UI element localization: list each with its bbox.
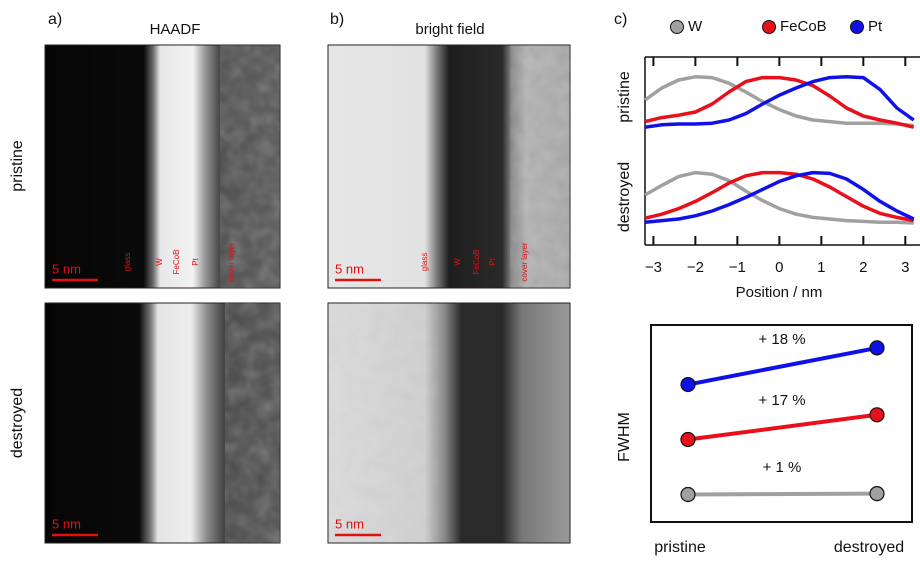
legend-marker <box>762 20 776 34</box>
x-tick-label: −2 <box>687 259 704 276</box>
x-tick-label: 3 <box>901 259 909 276</box>
x-category-label: pristine <box>654 539 706 556</box>
scale-bar-label: 5 nm <box>335 261 364 276</box>
layer-label: Pt <box>488 257 497 265</box>
texture <box>220 45 280 288</box>
annotation: + 18 % <box>758 331 805 348</box>
x-axis-label: Position / nm <box>736 284 823 301</box>
layer-label: FeCoB <box>472 250 481 275</box>
row-label: destroyed <box>9 388 26 458</box>
layer-label: cover layer <box>520 242 529 281</box>
images <box>44 44 571 544</box>
layer-label: Pt <box>191 257 200 265</box>
x-tick-label: 0 <box>775 259 783 276</box>
legend-label: FeCoB <box>780 18 827 35</box>
slope-point <box>869 485 885 502</box>
legend-marker <box>670 20 684 34</box>
annotation: + 17 % <box>758 392 805 409</box>
texture <box>225 303 280 543</box>
layer-label: W <box>155 258 164 266</box>
scale-bar-label: 5 nm <box>52 516 81 531</box>
panel-label: c) <box>614 11 627 28</box>
profile-line <box>644 170 915 224</box>
slope-point <box>680 431 696 448</box>
legend-marker <box>850 20 864 34</box>
x-tick-label: −3 <box>645 259 662 276</box>
legend-label: Pt <box>868 18 883 35</box>
image-title: bright field <box>415 21 484 38</box>
slope-point <box>869 407 885 423</box>
panel-y-label: destroyed <box>616 162 633 232</box>
plot-frame <box>650 324 913 523</box>
profile-line <box>643 75 914 128</box>
legend-label: W <box>688 18 703 35</box>
texture <box>328 303 438 543</box>
layer-label: glass <box>123 253 132 272</box>
texture <box>510 45 570 288</box>
panel-label: b) <box>330 11 344 28</box>
image-title: HAADF <box>150 21 201 38</box>
slope-point <box>680 376 696 393</box>
annotation: + 1 % <box>763 459 802 476</box>
y-axis-label: FWHM <box>616 412 633 462</box>
layer-label: glass <box>420 253 429 272</box>
profile-line <box>644 170 915 223</box>
scale-bar-label: 5 nm <box>52 261 81 276</box>
x-tick-label: 2 <box>859 259 867 276</box>
x-tick-label: 1 <box>817 259 825 276</box>
slope-line <box>687 345 878 387</box>
slope-point <box>680 486 696 503</box>
layer-label: cover layer <box>227 242 236 281</box>
scale-bar-label: 5 nm <box>335 516 364 531</box>
row-label: pristine <box>9 140 26 192</box>
slope-line <box>687 412 878 442</box>
layer-label: FeCoB <box>172 250 181 275</box>
panel-label: a) <box>48 11 62 28</box>
profile-line <box>644 170 914 225</box>
slope-line <box>687 491 878 497</box>
x-category-label: destroyed <box>834 539 904 556</box>
slope-point <box>869 340 885 356</box>
panel-y-label: pristine <box>616 71 633 123</box>
layer-label: W <box>453 258 462 266</box>
profile-line <box>644 75 915 129</box>
x-tick-label: −1 <box>729 259 746 276</box>
profile-line <box>644 75 915 129</box>
